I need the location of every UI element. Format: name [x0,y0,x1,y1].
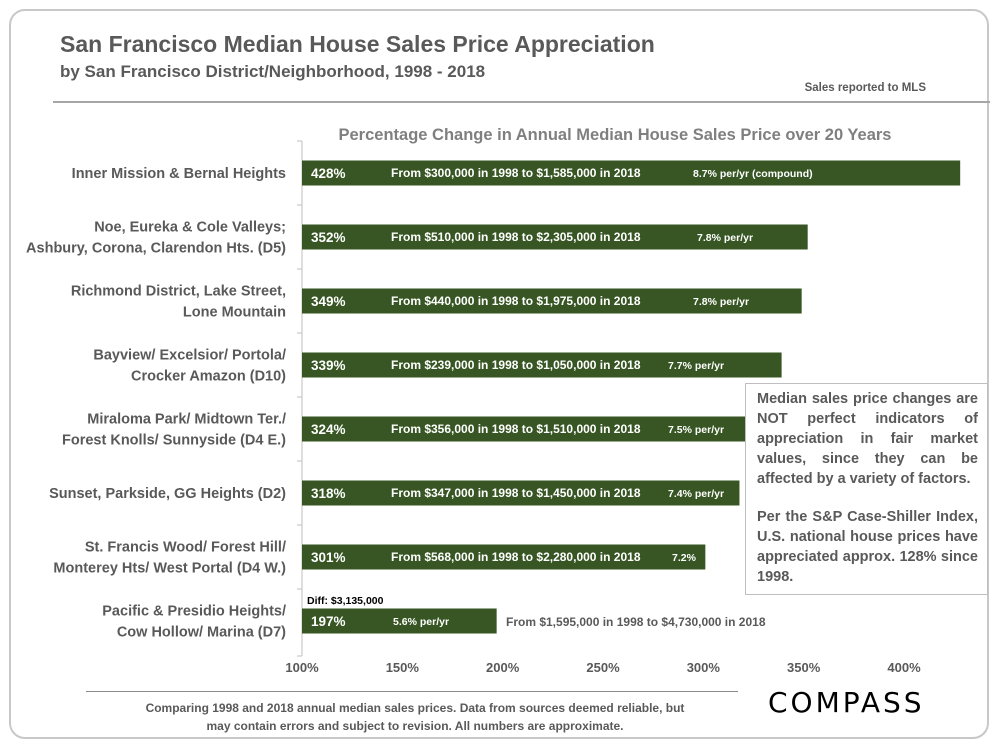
rate-label: 7.5% per/yr [668,424,724,436]
range-label: From $510,000 in 1998 to $2,305,000 in 2… [391,230,641,244]
range-label: From $568,000 in 1998 to $2,280,000 in 2… [391,550,641,564]
compass-logo: COMPASS [768,686,925,719]
bar-6 [302,544,706,570]
category-label: Noe, Eureka & Cole Valleys; [94,220,286,236]
header-divider [53,101,990,103]
category-label: Sunset, Parkside, GG Heights (D2) [49,486,286,502]
value-label: 339% [311,358,346,373]
footer-divider [86,691,738,692]
category-label: Bayview/ Excelsior/ Portola/ [93,348,286,364]
value-label: 197% [311,614,346,629]
x-tick-label: 150% [386,660,420,675]
category-label: Pacific & Presidio Heights/ [102,604,286,620]
disclaimer-note: Median sales price changes are NOT perfe… [745,383,988,595]
chart-plot-area: Inner Mission & Bernal Heights 428% From $… [26,140,961,675]
rate-label: 7.2% [672,552,697,564]
x-tick-label: 100% [285,660,319,675]
category-label: Ashbury, Corona, Clarendon Hts. (D5) [26,241,286,257]
bar-2 [302,288,802,314]
value-label: 352% [311,230,346,245]
footer-line-2: may contain errors and subject to revisi… [206,719,624,733]
bar-4 [302,416,752,442]
category-label: Cow Hollow/ Marina (D7) [117,625,286,641]
range-label: From $440,000 in 1998 to $1,975,000 in 2… [391,294,641,308]
rate-label: 7.4% per/yr [668,488,724,500]
bar-5 [302,480,740,506]
source-note: Sales reported to MLS [804,82,926,94]
category-label: Richmond District, Lake Street, [71,284,286,300]
footer-line-1: Comparing 1998 and 2018 annual median sa… [145,701,685,715]
rate-label: 8.7% per/yr (compound) [693,168,813,180]
category-label: Lone Mountain [183,305,286,321]
category-label: Crocker Amazon (D10) [131,369,286,385]
value-label: 349% [311,294,346,309]
bar-1 [302,224,808,250]
chart-title: Percentage Change in Annual Median House… [339,126,892,144]
x-tick-label: 300% [687,660,721,675]
value-label: 301% [311,550,346,565]
range-label: From $1,595,000 in 1998 to $4,730,000 in… [506,615,766,629]
range-label: From $300,000 in 1998 to $1,585,000 in 2… [391,166,641,180]
note-paragraph-1: Median sales price changes are NOT perfe… [757,391,978,487]
range-label: From $356,000 in 1998 to $1,510,000 in 2… [391,422,641,436]
x-tick-label: 200% [486,660,520,675]
x-tick-label: 400% [887,660,921,675]
x-tick-label: 250% [586,660,620,675]
value-label: 324% [311,422,346,437]
rate-label: 5.6% per/yr [393,616,449,628]
range-label: From $239,000 in 1998 to $1,050,000 in 2… [391,358,641,372]
bar-0 [302,160,961,186]
bar-3 [302,352,782,378]
value-label: 318% [311,486,346,501]
rate-label: 7.7% per/yr [668,360,724,372]
category-label: Inner Mission & Bernal Heights [72,166,286,182]
category-label: St. Francis Wood/ Forest Hill/ [85,540,286,556]
range-label: From $347,000 in 1998 to $1,450,000 in 2… [391,486,641,500]
value-label: 428% [311,166,346,181]
page-subtitle: by San Francisco District/Neighborhood, … [60,62,486,81]
footer-disclaimer: Comparing 1998 and 2018 annual median sa… [100,699,730,735]
category-label: Miraloma Park/ Midtown Ter./ [87,412,286,428]
category-label: Forest Knolls/ Sunnyside (D4 E.) [62,433,286,449]
rate-label: 7.8% per/yr [697,232,753,244]
x-tick-label: 350% [787,660,821,675]
page-title: San Francisco Median House Sales Price A… [60,31,655,57]
bar-7 [302,608,497,634]
rate-label: 7.8% per/yr [693,296,749,308]
diff-annotation: Diff: $3,135,000 [307,595,384,607]
category-label: Monterey Hts/ West Portal (D4 W.) [53,561,286,577]
note-paragraph-2: Per the S&P Case-Shiller Index, U.S. nat… [757,509,978,585]
